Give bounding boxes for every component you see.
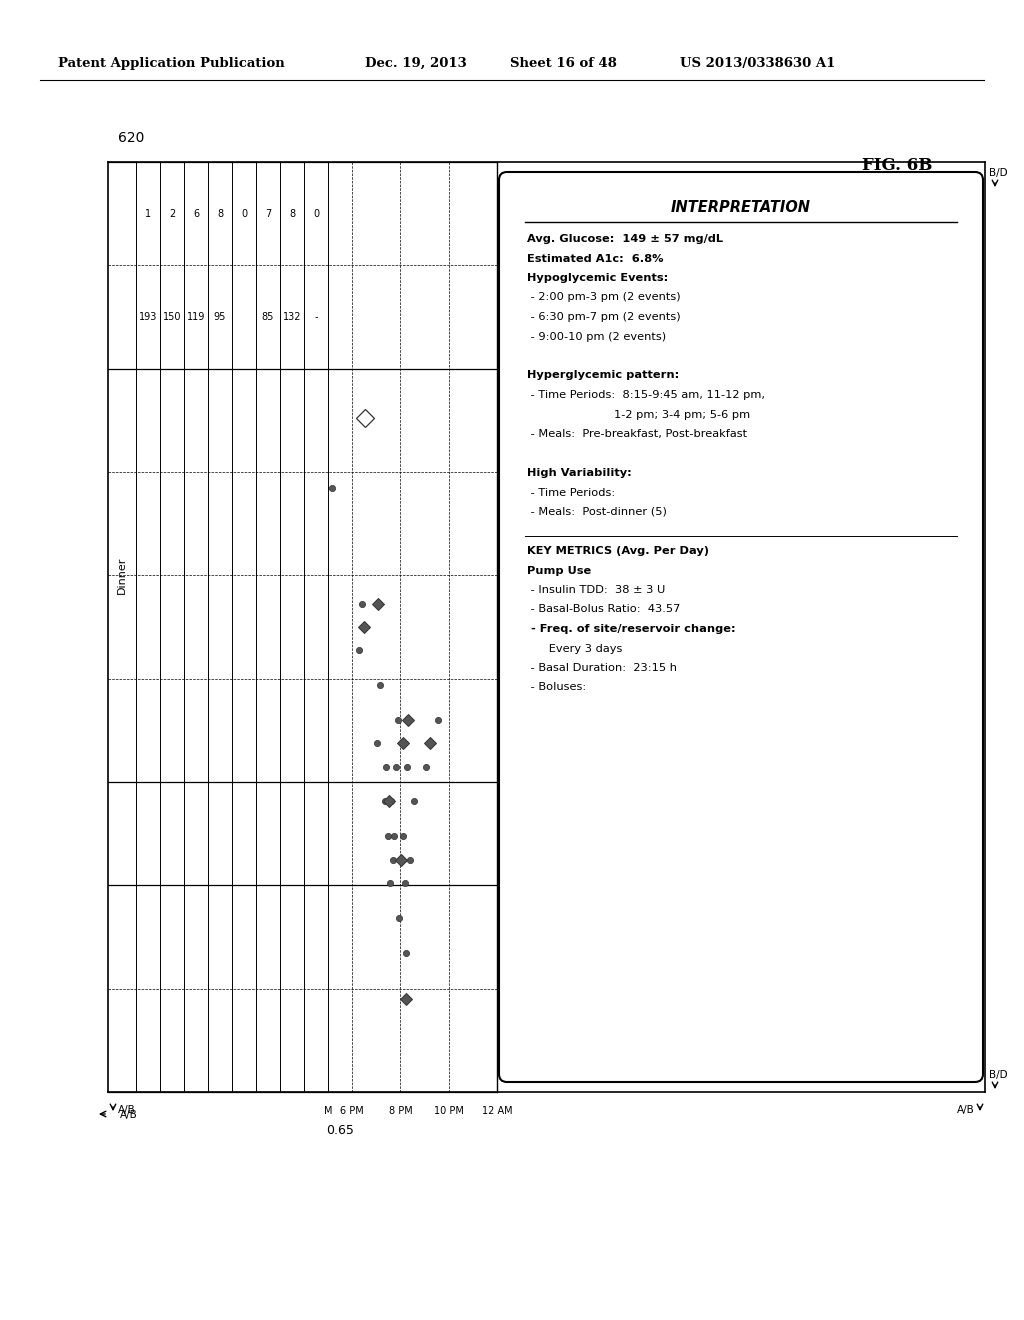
Text: Hypoglycemic Events:: Hypoglycemic Events: [527,273,669,282]
Text: 6: 6 [193,209,199,219]
Text: KEY METRICS (Avg. Per Day): KEY METRICS (Avg. Per Day) [527,546,709,556]
Text: 132: 132 [283,312,301,322]
Text: A/B: A/B [957,1105,975,1115]
Text: 95: 95 [214,312,226,322]
Text: 10 PM: 10 PM [434,1106,464,1115]
Text: - Freq. of site/reservoir change:: - Freq. of site/reservoir change: [527,624,735,634]
Text: Patent Application Publication: Patent Application Publication [58,57,285,70]
Text: - 2:00 pm-3 pm (2 events): - 2:00 pm-3 pm (2 events) [527,293,681,302]
Text: - Insulin TDD:  38 ± 3 U: - Insulin TDD: 38 ± 3 U [527,585,666,595]
Text: - Basal-Bolus Ratio:  43.57: - Basal-Bolus Ratio: 43.57 [527,605,680,615]
Text: Dinner: Dinner [117,557,127,594]
Text: - Time Periods:  8:15-9:45 am, 11-12 pm,: - Time Periods: 8:15-9:45 am, 11-12 pm, [527,389,765,400]
Text: 0: 0 [241,209,247,219]
Text: A/B: A/B [118,1105,136,1115]
Text: - Meals:  Pre-breakfast, Post-breakfast: - Meals: Pre-breakfast, Post-breakfast [527,429,748,440]
Text: US 2013/0338630 A1: US 2013/0338630 A1 [680,57,836,70]
Text: 0: 0 [313,209,319,219]
Text: 2: 2 [169,209,175,219]
Text: 12 AM: 12 AM [481,1106,512,1115]
Text: 150: 150 [163,312,181,322]
Text: - 9:00-10 pm (2 events): - 9:00-10 pm (2 events) [527,331,667,342]
Text: A/B: A/B [120,1110,138,1119]
Text: M: M [324,1106,332,1115]
Text: 6 PM: 6 PM [340,1106,364,1115]
Text: Every 3 days: Every 3 days [527,644,623,653]
Text: 0.65: 0.65 [326,1125,354,1137]
Text: INTERPRETATION: INTERPRETATION [671,201,811,215]
Text: 8: 8 [289,209,295,219]
Text: - Basal Duration:  23:15 h: - Basal Duration: 23:15 h [527,663,677,673]
Text: Hyperglycemic pattern:: Hyperglycemic pattern: [527,371,679,380]
Text: 1: 1 [145,209,152,219]
Text: High Variability:: High Variability: [527,469,632,478]
Text: 8: 8 [217,209,223,219]
Text: Avg. Glucose:  149 ± 57 mg/dL: Avg. Glucose: 149 ± 57 mg/dL [527,234,723,244]
Text: FIG. 6B: FIG. 6B [862,157,933,174]
Text: 620: 620 [118,131,144,145]
Text: Dec. 19, 2013: Dec. 19, 2013 [365,57,467,70]
Text: -: - [314,312,317,322]
Text: - Meals:  Post-dinner (5): - Meals: Post-dinner (5) [527,507,667,517]
Text: Pump Use: Pump Use [527,565,591,576]
Text: 193: 193 [139,312,158,322]
Text: - 6:30 pm-7 pm (2 events): - 6:30 pm-7 pm (2 events) [527,312,681,322]
Text: 85: 85 [262,312,274,322]
Text: 8 PM: 8 PM [388,1106,413,1115]
Text: Sheet 16 of 48: Sheet 16 of 48 [510,57,616,70]
Text: Estimated A1c:  6.8%: Estimated A1c: 6.8% [527,253,664,264]
Text: 119: 119 [186,312,205,322]
Text: B/D: B/D [989,168,1008,178]
Text: - Time Periods:: - Time Periods: [527,487,615,498]
Text: - Boluses:: - Boluses: [527,682,587,693]
Text: 7: 7 [265,209,271,219]
Text: B/D: B/D [989,1071,1008,1080]
Text: 1-2 pm; 3-4 pm; 5-6 pm: 1-2 pm; 3-4 pm; 5-6 pm [527,409,751,420]
